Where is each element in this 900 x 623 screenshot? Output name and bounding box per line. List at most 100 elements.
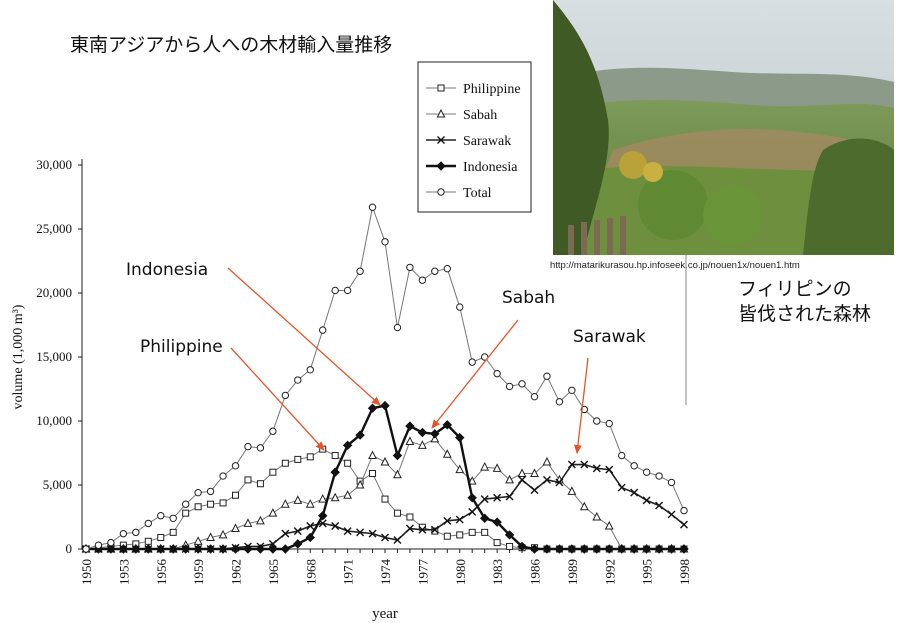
sarawak-point	[268, 539, 277, 548]
indonesia-point	[230, 544, 241, 554]
total-point	[530, 392, 539, 401]
philippine-point	[344, 459, 352, 467]
sabah-point	[255, 515, 265, 525]
philippine-point	[506, 542, 514, 550]
indonesia-point	[579, 544, 590, 554]
philippine-point	[256, 480, 264, 488]
indonesia-point	[255, 544, 266, 554]
total-point	[169, 514, 177, 522]
sabah-point	[368, 450, 377, 460]
philippine-point	[443, 532, 451, 540]
indonesia-point	[342, 440, 353, 451]
philippine-point	[406, 513, 414, 521]
sarawak-point	[437, 136, 445, 144]
sabah-point	[442, 449, 452, 458]
total-point	[144, 519, 152, 528]
x-tick-label: 1977	[415, 559, 430, 586]
philippine-point	[294, 455, 302, 463]
y-tick-label: 10,000	[36, 413, 72, 428]
indonesia-point	[517, 541, 527, 552]
sarawak-point	[667, 510, 676, 519]
x-tick-label: 1989	[565, 559, 580, 585]
series-line-sarawak	[86, 463, 685, 550]
x-axis-title: year	[372, 606, 398, 622]
total-point	[406, 263, 414, 272]
sarawak-point	[418, 525, 427, 534]
sarawak-point	[343, 527, 352, 536]
series-line-indonesia	[86, 404, 684, 551]
legend-label: Philippine	[463, 82, 521, 97]
x-tick-label: 1998	[677, 559, 692, 585]
total-point	[655, 472, 663, 480]
total-point	[680, 506, 688, 515]
indonesia-point	[492, 517, 502, 527]
x-tick-label: 1983	[490, 559, 505, 585]
sabah-point	[542, 456, 552, 466]
indonesia-point	[367, 403, 378, 413]
sabah-point	[604, 520, 614, 530]
sabah-point	[380, 456, 390, 466]
indonesia-point	[679, 544, 689, 554]
total-point	[593, 417, 601, 425]
sabah-point	[343, 490, 353, 499]
total-point	[468, 358, 476, 366]
arrow-sabah	[431, 319, 519, 429]
indonesia-point	[355, 430, 365, 440]
indonesia-point	[305, 532, 315, 543]
sabah-point	[218, 529, 228, 539]
sarawak-point	[306, 521, 315, 530]
x-tick-label: 1953	[116, 559, 131, 585]
indonesia-point	[118, 544, 129, 554]
legend-label: Sabah	[463, 108, 497, 123]
sabah-point	[455, 464, 465, 474]
philippine-point	[493, 539, 501, 547]
source-url: http://matarikurasou.hp.infoseek.co.jp/n…	[550, 260, 800, 271]
legend-label: Sarawak	[463, 134, 511, 149]
sarawak-point	[381, 533, 389, 542]
indonesia-point	[218, 544, 228, 554]
indonesia-point	[293, 539, 303, 549]
total-point	[356, 267, 364, 275]
indonesia-point	[193, 544, 203, 554]
x-tick-label: 1995	[640, 559, 655, 585]
y-axis-title: volume (1,000 m³)	[11, 304, 26, 409]
sabah-point	[318, 493, 328, 503]
indonesia-point	[641, 544, 652, 554]
sabah-point	[280, 499, 290, 508]
total-point	[456, 303, 464, 311]
total-point	[219, 472, 227, 480]
y-axis-ticks: 0 5,000 10,000 15,000 20,000 25,000 30,000	[36, 157, 82, 556]
legend-label: Indonesia	[463, 160, 518, 175]
philippine-point	[244, 476, 252, 484]
sarawak-point	[542, 475, 551, 484]
sarawak-point	[468, 507, 477, 516]
x-tick-label: 1968	[303, 559, 318, 585]
sarawak-point	[642, 496, 651, 505]
total-point	[505, 382, 514, 391]
indonesia-point	[405, 421, 415, 431]
sarawak-point	[630, 488, 639, 497]
arrow-sarawak	[573, 357, 589, 454]
total-point	[206, 487, 215, 496]
indonesia-point	[504, 530, 515, 540]
philippine-point	[169, 528, 177, 536]
indonesia-point	[617, 544, 627, 554]
indonesia-point	[392, 450, 403, 461]
sarawak-point	[293, 527, 302, 536]
indonesia-point	[268, 544, 278, 554]
total-point	[642, 468, 651, 476]
total-point	[194, 488, 202, 497]
sarawak-point	[281, 529, 290, 538]
total-point	[667, 478, 676, 487]
indonesia-point	[143, 544, 153, 554]
total-point	[319, 326, 327, 334]
x-tick-label: 1965	[266, 559, 281, 585]
photo-caption: フィリピンの 皆伐された森林	[738, 277, 871, 327]
indonesia-point	[554, 544, 565, 554]
sarawak-point	[430, 525, 439, 534]
total-point	[132, 528, 140, 537]
series-total	[82, 203, 688, 553]
sarawak-point	[443, 516, 452, 525]
philippine-point	[281, 459, 289, 467]
